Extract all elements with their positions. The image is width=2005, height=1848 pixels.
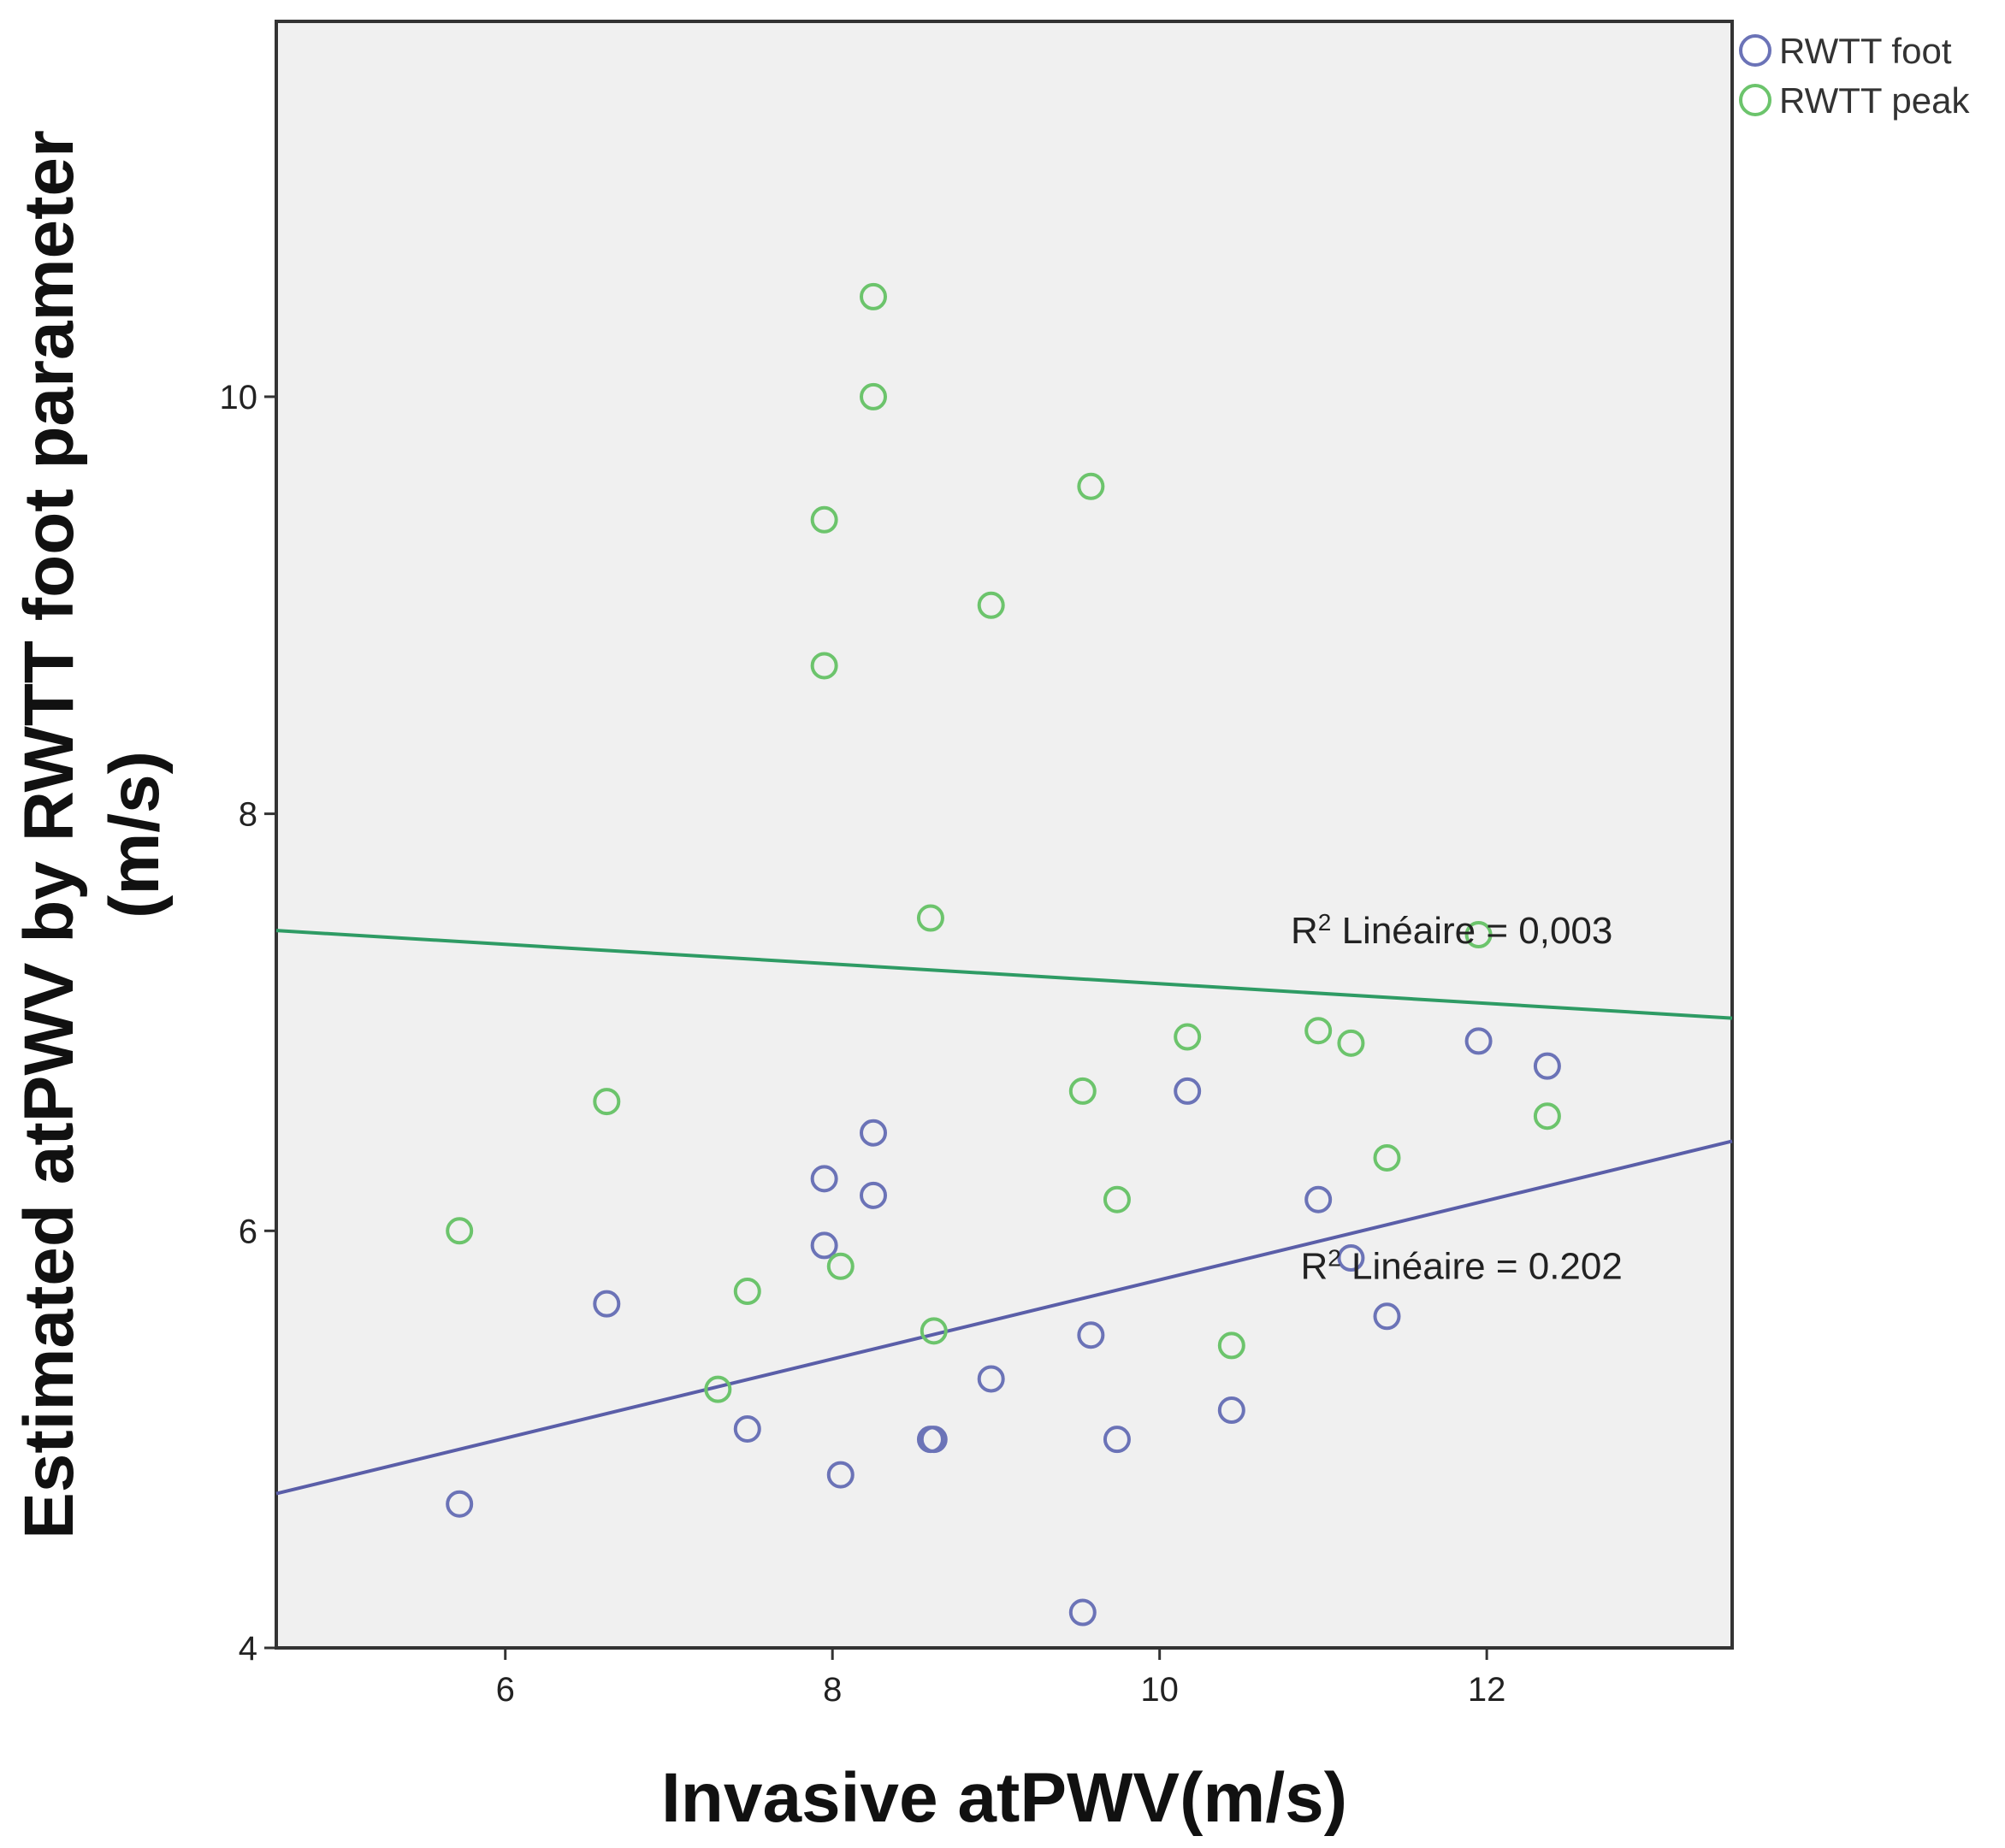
point-rwtt-foot-17 xyxy=(1337,1244,1365,1272)
data-points xyxy=(446,282,1561,1627)
point-rwtt-foot-9 xyxy=(920,1426,948,1454)
point-rwtt-foot-1 xyxy=(593,1290,621,1318)
point-rwtt-peak-6 xyxy=(826,1252,855,1280)
point-rwtt-foot-15 xyxy=(1217,1396,1245,1425)
y-tick-label: 8 xyxy=(239,796,257,834)
point-rwtt-peak-20 xyxy=(1464,921,1493,949)
point-rwtt-peak-15 xyxy=(1174,1023,1202,1051)
point-rwtt-peak-3 xyxy=(733,1278,761,1306)
point-rwtt-peak-5 xyxy=(810,652,838,680)
point-rwtt-peak-19 xyxy=(1373,1143,1401,1172)
point-rwtt-peak-18 xyxy=(1337,1029,1365,1057)
point-rwtt-peak-14 xyxy=(1103,1185,1131,1213)
point-rwtt-peak-8 xyxy=(860,382,888,410)
y-tick-label: 10 xyxy=(220,379,258,416)
y-axis-title-line1: Estimated atPWV by RWTT foot parameter xyxy=(10,130,88,1539)
point-rwtt-peak-1 xyxy=(593,1088,621,1116)
point-rwtt-peak-10 xyxy=(920,1317,948,1345)
x-axis: 6 8 10 12 xyxy=(496,1648,1506,1709)
point-rwtt-foot-20 xyxy=(1533,1052,1561,1080)
point-rwtt-peak-4 xyxy=(810,505,838,534)
point-rwtt-peak-13 xyxy=(1077,472,1105,500)
point-rwtt-peak-2 xyxy=(704,1375,732,1403)
y-tick-label: 6 xyxy=(239,1213,257,1250)
fit-line-rwtt-peak xyxy=(275,929,1733,1020)
fit-lines xyxy=(275,929,1733,1496)
point-rwtt-foot-10 xyxy=(977,1365,1005,1393)
point-rwtt-peak-11 xyxy=(977,591,1005,619)
y-axis-title-line2: (m/s) xyxy=(96,751,174,918)
legend: RWTT foot RWTT peak xyxy=(1739,31,1971,121)
point-rwtt-foot-12 xyxy=(1077,1321,1105,1349)
point-rwtt-peak-16 xyxy=(1217,1331,1245,1360)
point-rwtt-foot-14 xyxy=(1174,1077,1202,1105)
point-rwtt-foot-7 xyxy=(860,1181,888,1209)
point-rwtt-foot-11 xyxy=(1068,1598,1097,1627)
legend-label-rwtt-foot: RWTT foot xyxy=(1779,31,1952,71)
plot-area xyxy=(275,20,1734,1650)
point-rwtt-foot-4 xyxy=(810,1231,838,1260)
x-tick-label: 12 xyxy=(1468,1671,1506,1709)
point-rwtt-peak-9 xyxy=(916,904,944,932)
fit-annotations: R2 Linéaire = 0,003 R2 Linéaire = 0.202 xyxy=(1291,908,1623,1287)
point-rwtt-foot-6 xyxy=(860,1119,888,1147)
r2-label-rwtt-foot: R2 Linéaire = 0.202 xyxy=(1300,1244,1622,1288)
point-rwtt-peak-21 xyxy=(1533,1102,1561,1131)
point-rwtt-foot-18 xyxy=(1373,1302,1401,1331)
legend-marker-rwtt-foot xyxy=(1739,34,1771,67)
x-tick-label: 10 xyxy=(1140,1671,1179,1709)
y-axis: 4 6 8 10 xyxy=(220,379,276,1668)
legend-label-rwtt-peak: RWTT peak xyxy=(1779,80,1971,121)
point-rwtt-peak-12 xyxy=(1068,1077,1097,1105)
point-rwtt-peak-17 xyxy=(1304,1017,1333,1045)
point-rwtt-foot-0 xyxy=(446,1490,474,1518)
point-rwtt-foot-19 xyxy=(1464,1027,1493,1055)
y-tick-label: 4 xyxy=(239,1630,257,1668)
point-rwtt-peak-7 xyxy=(860,282,888,310)
x-tick-label: 6 xyxy=(496,1671,515,1709)
x-axis-title: Invasive atPWV(m/s) xyxy=(661,1759,1347,1837)
fit-line-rwtt-foot xyxy=(275,1139,1733,1496)
point-rwtt-foot-3 xyxy=(810,1165,838,1193)
x-tick-label: 8 xyxy=(823,1671,842,1709)
point-rwtt-foot-13 xyxy=(1103,1426,1131,1454)
point-rwtt-foot-5 xyxy=(826,1461,855,1489)
point-rwtt-foot-2 xyxy=(733,1414,761,1443)
r2-label-rwtt-peak: R2 Linéaire = 0,003 xyxy=(1291,908,1612,952)
point-rwtt-peak-0 xyxy=(446,1217,474,1245)
point-rwtt-foot-16 xyxy=(1304,1185,1333,1213)
legend-marker-rwtt-peak xyxy=(1739,84,1771,116)
